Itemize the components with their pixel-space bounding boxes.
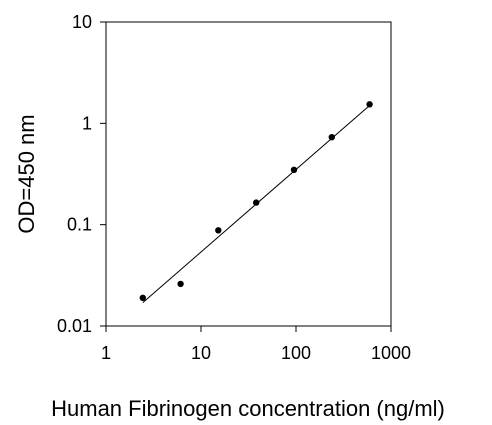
data-point: [177, 280, 184, 288]
x-axis-label: Human Fibrinogen concentration (ng/ml): [51, 396, 445, 421]
y-tick-label: 0.1: [67, 215, 92, 235]
x-axis-tick-labels: 1 10 100 1000: [101, 343, 411, 363]
x-axis-ticks: [105, 326, 392, 332]
x-tick-label: 10: [191, 343, 211, 363]
x-tick-label: 100: [281, 343, 311, 363]
data-point: [215, 227, 222, 234]
y-tick-label: 1: [82, 113, 92, 133]
y-axis-ticks: [100, 21, 106, 327]
data-point: [366, 101, 373, 108]
x-tick-label: 1: [101, 343, 111, 363]
data-point: [328, 134, 335, 141]
y-axis-tick-labels: 0.01 0.1 1 10: [57, 12, 92, 336]
data-point: [290, 166, 298, 173]
data-point: [139, 294, 146, 301]
y-tick-label: 0.01: [57, 316, 92, 336]
y-axis-label: OD=450 nm: [14, 114, 39, 233]
data-points: [139, 101, 373, 301]
data-point: [253, 199, 260, 206]
plot-frame: [105, 21, 392, 327]
x-tick-label: 1000: [371, 343, 411, 363]
y-tick-label: 10: [72, 12, 92, 32]
